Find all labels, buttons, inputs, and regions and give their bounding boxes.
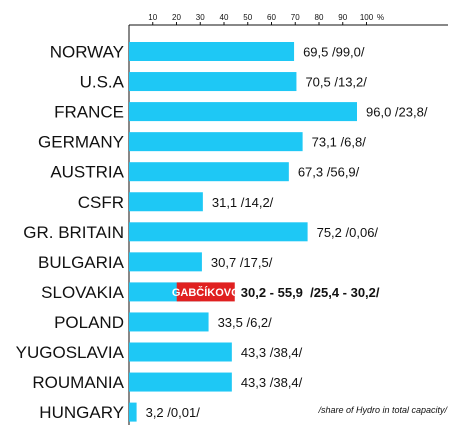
value-label: 67,3 /56,9/ <box>298 165 360 180</box>
tick-label: 10 <box>148 13 157 22</box>
top-axis: 10 20 30 40 50 60 70 80 90 100% <box>128 13 448 425</box>
highlight-label: GABČÍKOVO <box>172 286 240 299</box>
value-label: 30,7 /17,5/ <box>211 255 273 270</box>
row-bulgaria: BULGARIA 30,7 /17,5/ <box>38 252 273 272</box>
value-label: 96,0 /23,8/ <box>366 105 428 120</box>
value-label: 43,3 /38,4/ <box>241 345 303 360</box>
bar <box>129 192 203 212</box>
tick-label: 90 <box>338 13 347 22</box>
tick-label: 30 <box>196 13 205 22</box>
tick-label: 50 <box>243 13 252 22</box>
country-label: CSFR <box>78 193 124 212</box>
country-label: ROUMANIA <box>32 373 124 392</box>
bar <box>129 402 137 422</box>
country-label: HUNGARY <box>39 403 124 422</box>
country-label: NORWAY <box>50 43 124 62</box>
bar <box>129 372 232 392</box>
value-label: 43,3 /38,4/ <box>241 375 303 390</box>
axis-unit-label: % <box>377 13 384 22</box>
highlight-box <box>176 282 235 302</box>
country-label: FRANCE <box>54 103 124 122</box>
tick-label: 20 <box>172 13 181 22</box>
country-label: POLAND <box>54 313 124 332</box>
row-yugoslavia: YUGOSLAVIA 43,3 /38,4/ <box>16 342 303 362</box>
bar <box>129 312 209 332</box>
value-label: 33,5 /6,2/ <box>218 315 273 330</box>
row-poland: POLAND 33,5 /6,2/ <box>54 312 272 332</box>
bar-rows: NORWAY 69,5 /99,0/U.S.A 70,5 /13,2/FRANCE 9… <box>16 42 428 422</box>
country-label: SLOVAKIA <box>41 283 124 302</box>
bar <box>129 342 232 362</box>
bar <box>129 132 303 152</box>
row-norway: NORWAY 69,5 /99,0/ <box>50 42 365 62</box>
tick-label: 80 <box>315 13 324 22</box>
tick-label: 60 <box>267 13 276 22</box>
row-hungary: HUNGARY 3,2 /0,01/ <box>39 402 201 422</box>
value-label: 69,5 /99,0/ <box>303 45 365 60</box>
bar <box>129 162 289 182</box>
value-label: 73,1 /6,8/ <box>312 135 367 150</box>
bar <box>129 42 295 61</box>
value-label: 31,1 /14,2/ <box>212 195 274 210</box>
row-slovakia: SLOVAKIA GABČÍKOVO 30,2 - 55,9 /25,4 - 30,… <box>41 282 380 302</box>
row-germany: GERMANY 73,1 /6,8/ <box>38 132 366 152</box>
tick-label: 70 <box>291 13 300 22</box>
value-label: 30,2 - 55,9 /25,4 - 30,2/ <box>241 285 380 300</box>
country-label: GERMANY <box>38 133 124 152</box>
bar <box>129 222 308 242</box>
row-u-s-a: U.S.A 70,5 /13,2/ <box>80 72 367 92</box>
bar <box>129 72 297 92</box>
row-austria: AUSTRIA 67,3 /56,9/ <box>50 162 360 182</box>
bar <box>129 102 357 122</box>
tick-label: 40 <box>220 13 229 22</box>
country-label: U.S.A <box>80 73 125 92</box>
chart-note: /share of Hydro in total capacity/ <box>317 405 448 415</box>
value-label: 70,5 /13,2/ <box>305 75 367 90</box>
country-label: AUSTRIA <box>50 163 124 182</box>
value-label: 75,2 /0,06/ <box>317 225 379 240</box>
bar <box>129 252 202 272</box>
country-label: GR. BRITAIN <box>23 223 124 242</box>
country-label: BULGARIA <box>38 253 125 272</box>
row-csfr: CSFR 31,1 /14,2/ <box>78 192 274 212</box>
tick-label: 100 <box>360 13 374 22</box>
row-roumania: ROUMANIA 43,3 /38,4/ <box>32 372 303 392</box>
row-gr-britain: GR. BRITAIN 75,2 /0,06/ <box>23 222 378 242</box>
value-label: 3,2 /0,01/ <box>146 405 201 420</box>
row-france: FRANCE 96,0 /23,8/ <box>54 102 428 122</box>
country-label: YUGOSLAVIA <box>16 343 125 362</box>
